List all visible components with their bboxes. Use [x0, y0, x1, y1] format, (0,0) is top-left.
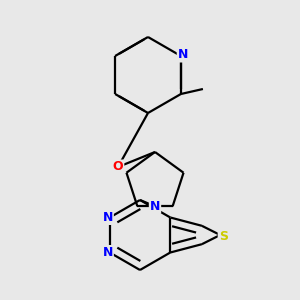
Text: S: S [219, 230, 228, 244]
Text: N: N [103, 246, 113, 259]
Text: O: O [113, 160, 123, 173]
Text: N: N [150, 200, 160, 213]
Text: N: N [103, 211, 113, 224]
Text: N: N [178, 49, 188, 62]
